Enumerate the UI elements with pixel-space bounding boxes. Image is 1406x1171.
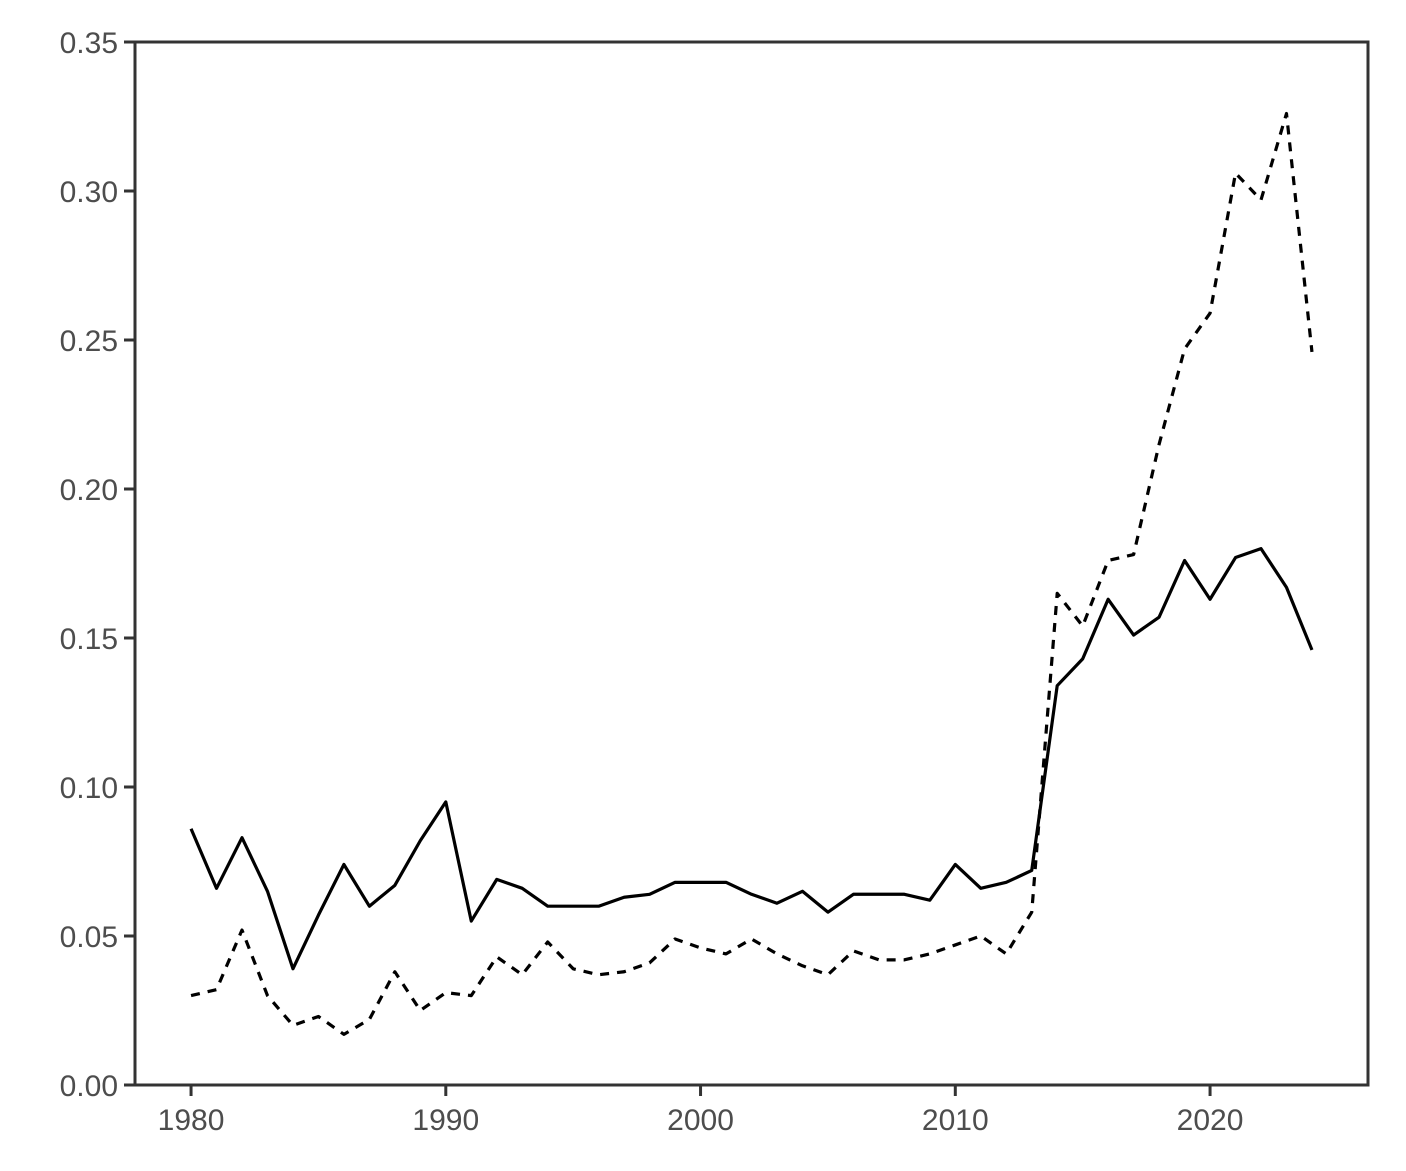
x-tick-label: 2010 [922,1104,989,1137]
x-tick-label: 2000 [667,1104,734,1137]
axes: 0.00 0.05 0.10 0.15 0.20 0.25 0.30 0.35 1980 1990… [60,27,1244,1137]
y-tick-label: 0.30 [60,176,118,209]
y-tick-label: 0.05 [60,921,118,954]
y-tick-label: 0.35 [60,27,118,60]
x-tick-label: 1990 [412,1104,479,1137]
x-tick-label: 1980 [158,1104,225,1137]
y-tick-label: 0.25 [60,325,118,358]
y-tick-label: 0.20 [60,474,118,507]
solid-series-line [189,546,1314,971]
plot-panel-border [133,40,1370,1087]
x-tick-label: 2020 [1177,1104,1244,1137]
y-tick-label: 0.15 [60,623,118,656]
y-tick-label: 0.00 [60,1070,118,1103]
dashed-series-line [190,111,1314,1036]
series-lines [189,111,1314,1036]
y-tick-label: 0.10 [60,772,118,805]
